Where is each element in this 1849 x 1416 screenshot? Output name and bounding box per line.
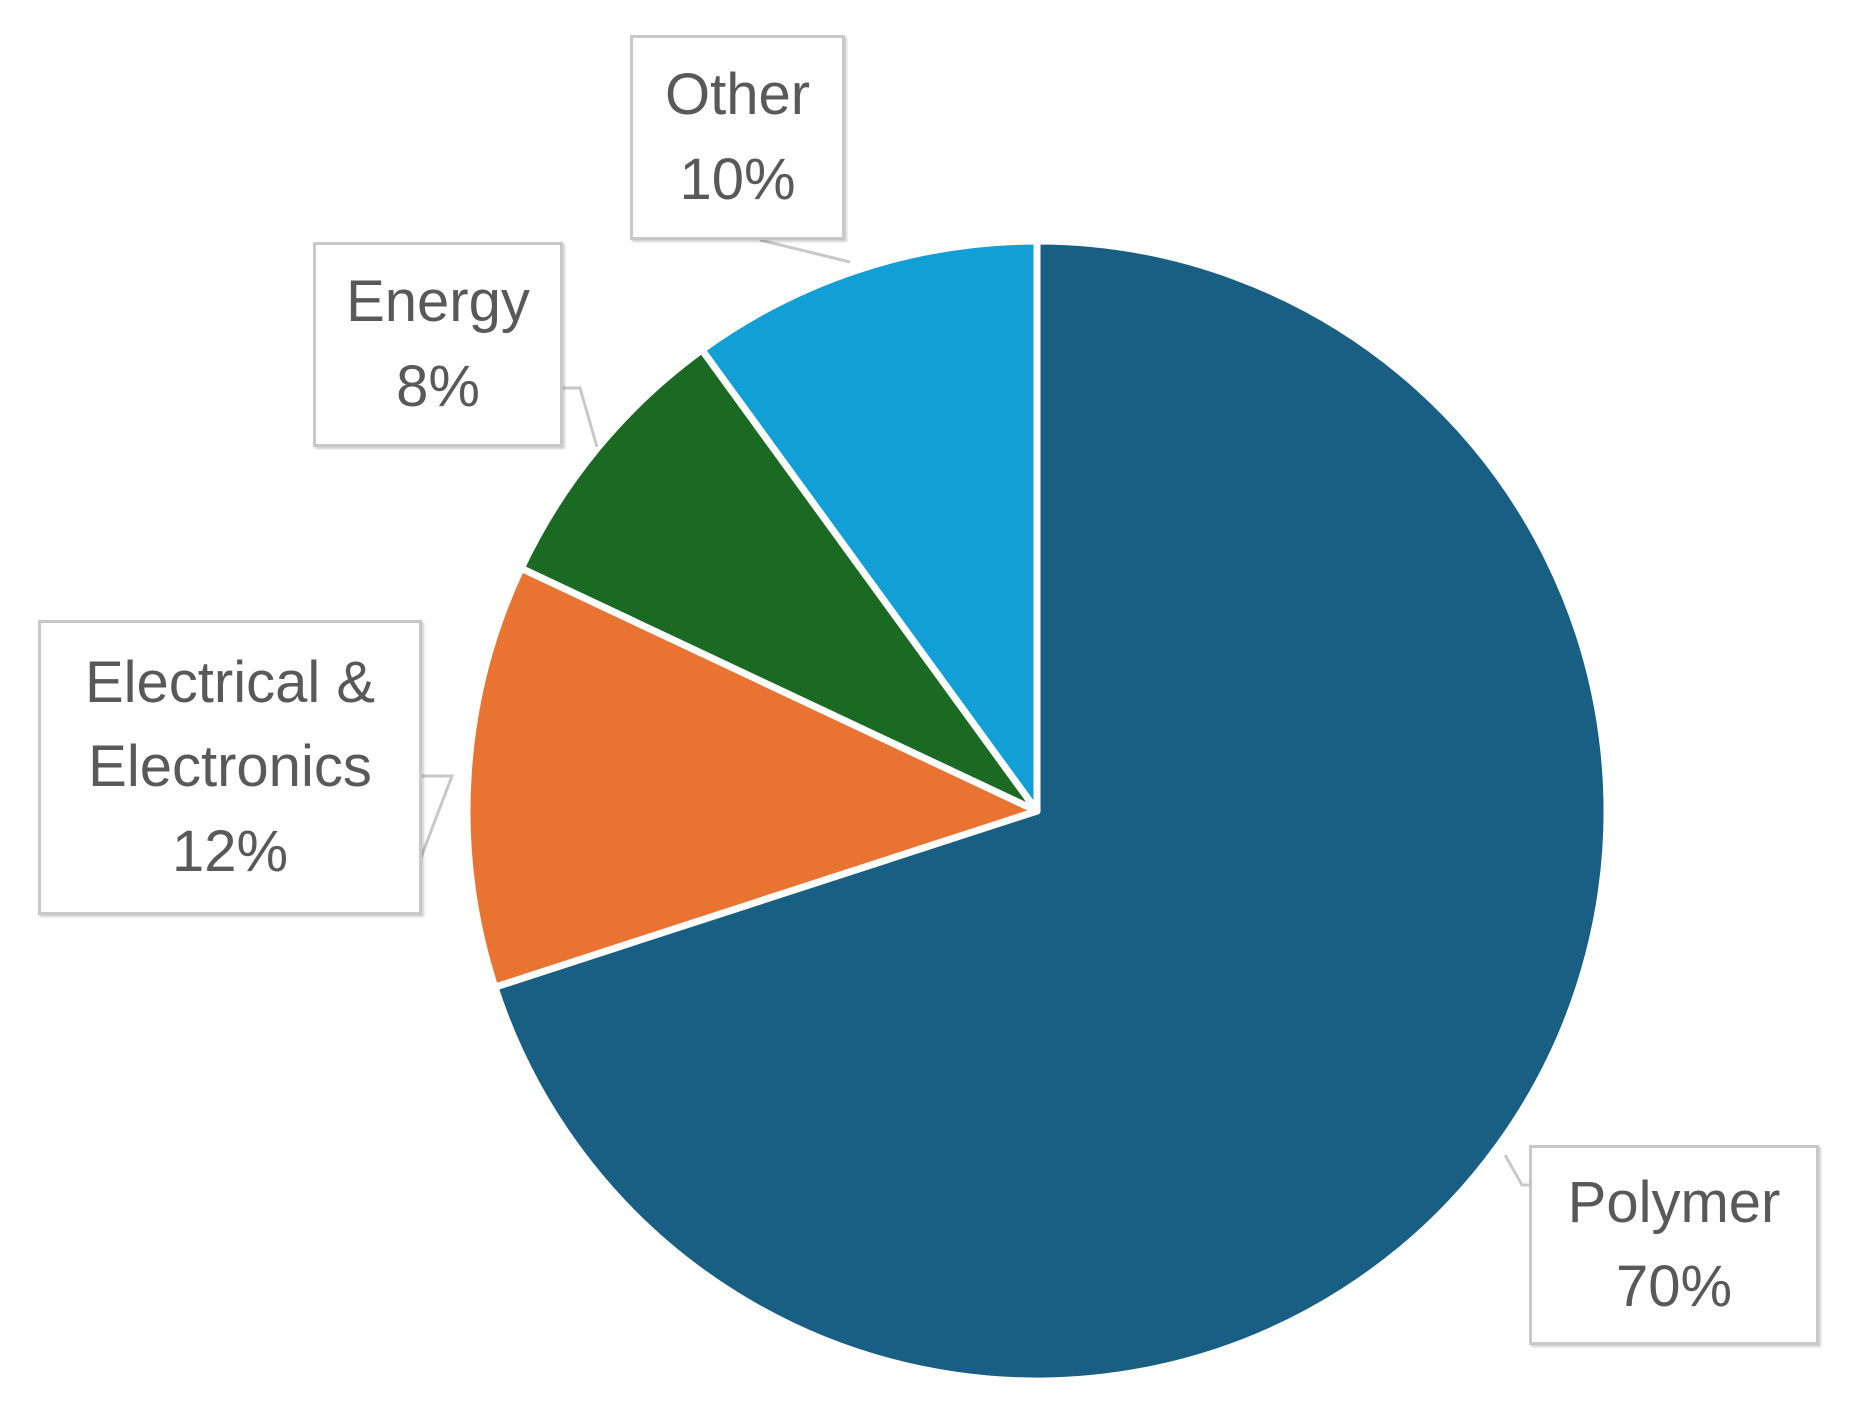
pie-slice-energy (517, 346, 1041, 815)
leader-line-1 (418, 774, 455, 872)
data-label-name: Other (664, 62, 811, 128)
leader-line-0 (1503, 1154, 1529, 1187)
leader-lines (418, 238, 1529, 1187)
pie-slice-electrical-electronics (463, 564, 1041, 991)
data-label-other: Other 10% (630, 35, 845, 240)
data-label-value: 8% (396, 353, 480, 419)
data-label-polymer: Polymer 70% (1529, 1145, 1819, 1345)
data-label-value: 12% (171, 818, 289, 884)
data-label-name: Electrical & (84, 650, 376, 716)
pie-slice-polymer (491, 237, 1611, 1385)
data-label-electrical-electronics: Electrical & Electronics 12% (38, 620, 422, 915)
leader-line-3 (759, 238, 851, 264)
pie-slices (463, 237, 1611, 1385)
data-label-energy: Energy 8% (313, 242, 563, 447)
data-label-value: 10% (679, 146, 796, 212)
leader-line-2 (563, 386, 599, 448)
data-label-name-line-2: Electronics (88, 734, 372, 800)
pie-slice-other (698, 237, 1041, 815)
data-label-name: Energy (346, 269, 530, 335)
data-label-value: 70% (1615, 1254, 1733, 1319)
data-label-name: Polymer (1567, 1169, 1781, 1235)
